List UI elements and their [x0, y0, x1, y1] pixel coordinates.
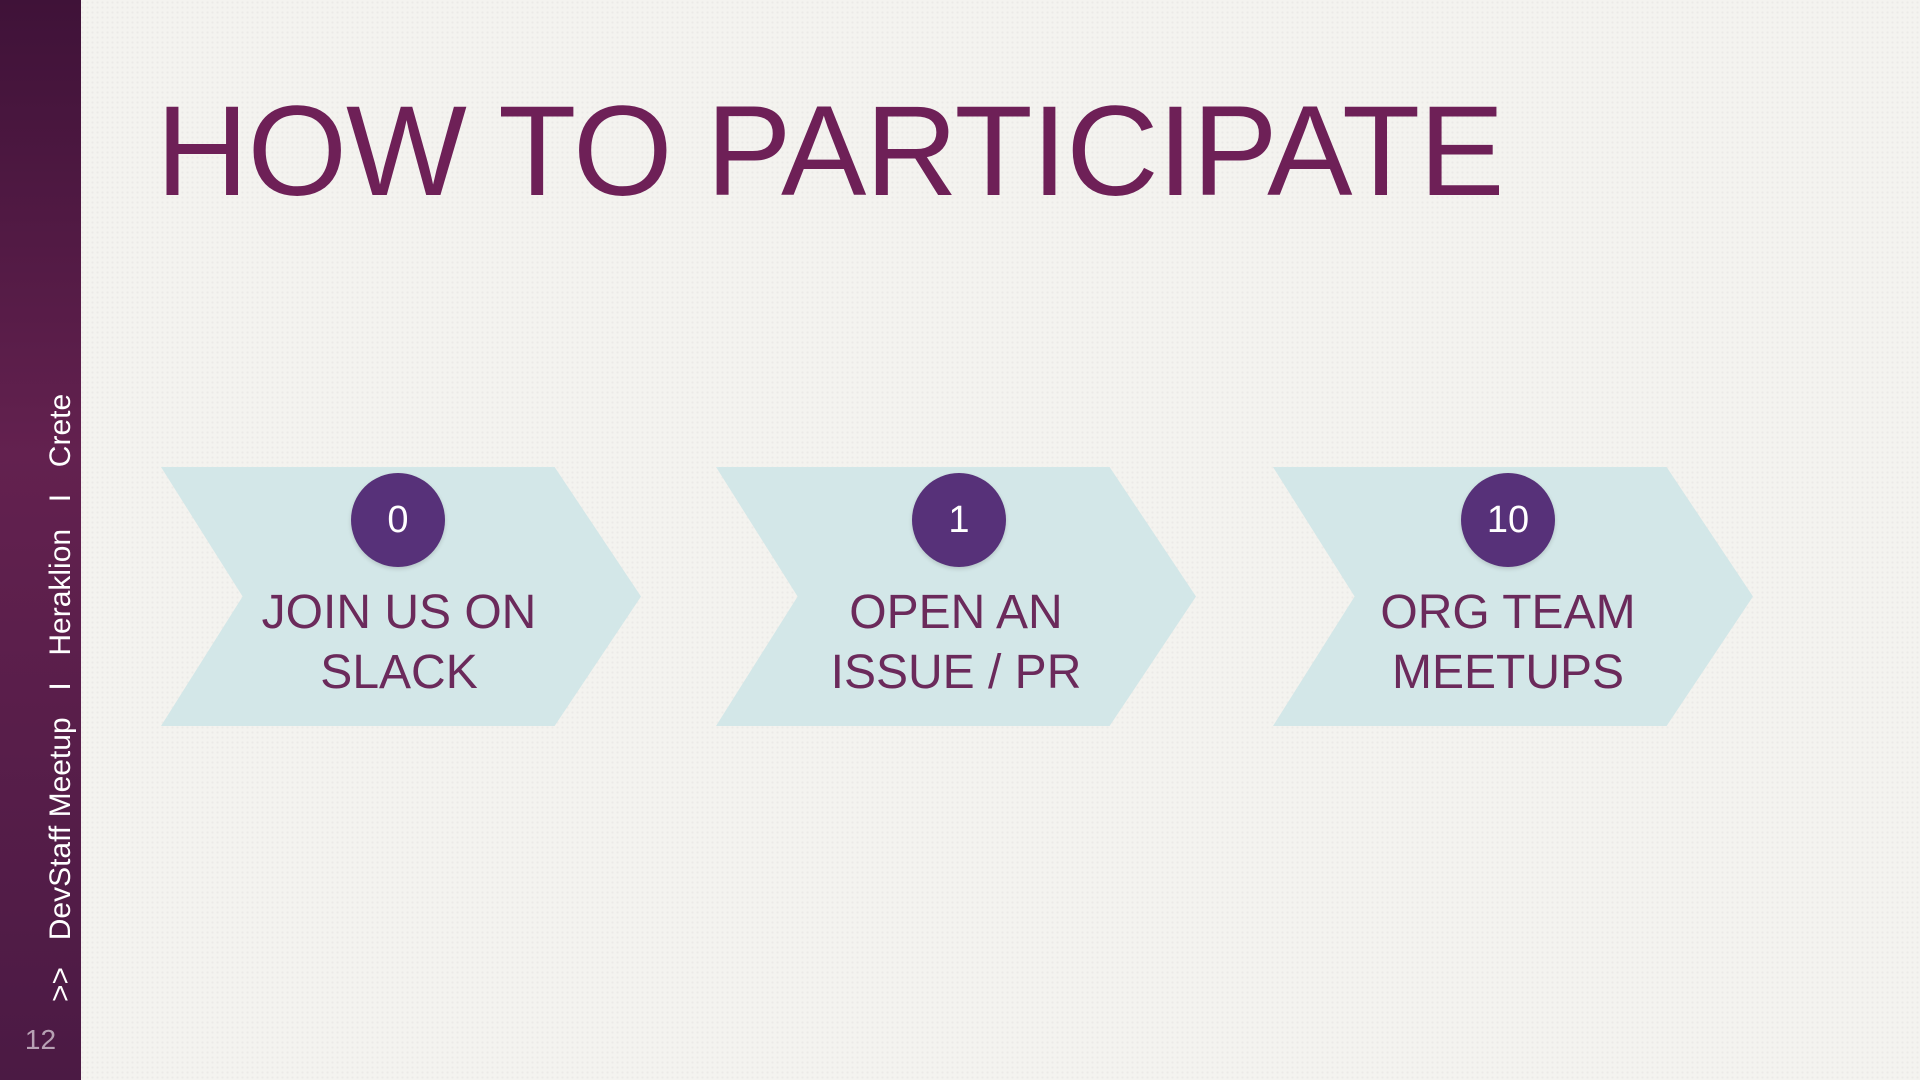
step-join-slack: 0 JOIN US ON SLACK	[161, 467, 641, 726]
sidebar: >> DevStaff Meetup I Heraklion I Crete 1…	[0, 0, 81, 1080]
step-label: JOIN US ON SLACK	[229, 583, 569, 703]
sidebar-footer-text: >> DevStaff Meetup I Heraklion I Crete	[44, 393, 77, 1002]
sidebar-city: Heraklion	[44, 528, 77, 656]
step-label: OPEN AN ISSUE / PR	[786, 583, 1126, 703]
step-label-line: JOIN US ON	[261, 586, 537, 639]
step-label-line: ORG TEAM	[1380, 586, 1636, 639]
sidebar-event-name: DevStaff Meetup	[44, 717, 77, 941]
step-label-line: SLACK	[320, 646, 478, 699]
step-label-line: ISSUE / PR	[830, 646, 1082, 699]
sidebar-region: Crete	[44, 393, 77, 468]
slide-number: 12	[24, 1024, 57, 1055]
step-org-meetups: 10 ORG TEAM MEETUPS	[1273, 467, 1753, 726]
step-label-line: MEETUPS	[1391, 646, 1625, 699]
sidebar-separator: I	[44, 682, 77, 691]
step-label: ORG TEAM MEETUPS	[1338, 583, 1678, 703]
step-label-line: OPEN AN	[849, 586, 1063, 639]
step-number-badge: 10	[1461, 473, 1555, 567]
slide-title: HOW TO PARTICIPATE	[156, 80, 1504, 223]
sidebar-prefix: >>	[44, 966, 77, 1002]
step-open-issue: 1 OPEN AN ISSUE / PR	[716, 467, 1196, 726]
step-number-badge: 1	[912, 473, 1006, 567]
step-number-badge: 0	[351, 473, 445, 567]
sidebar-separator: I	[44, 493, 77, 503]
